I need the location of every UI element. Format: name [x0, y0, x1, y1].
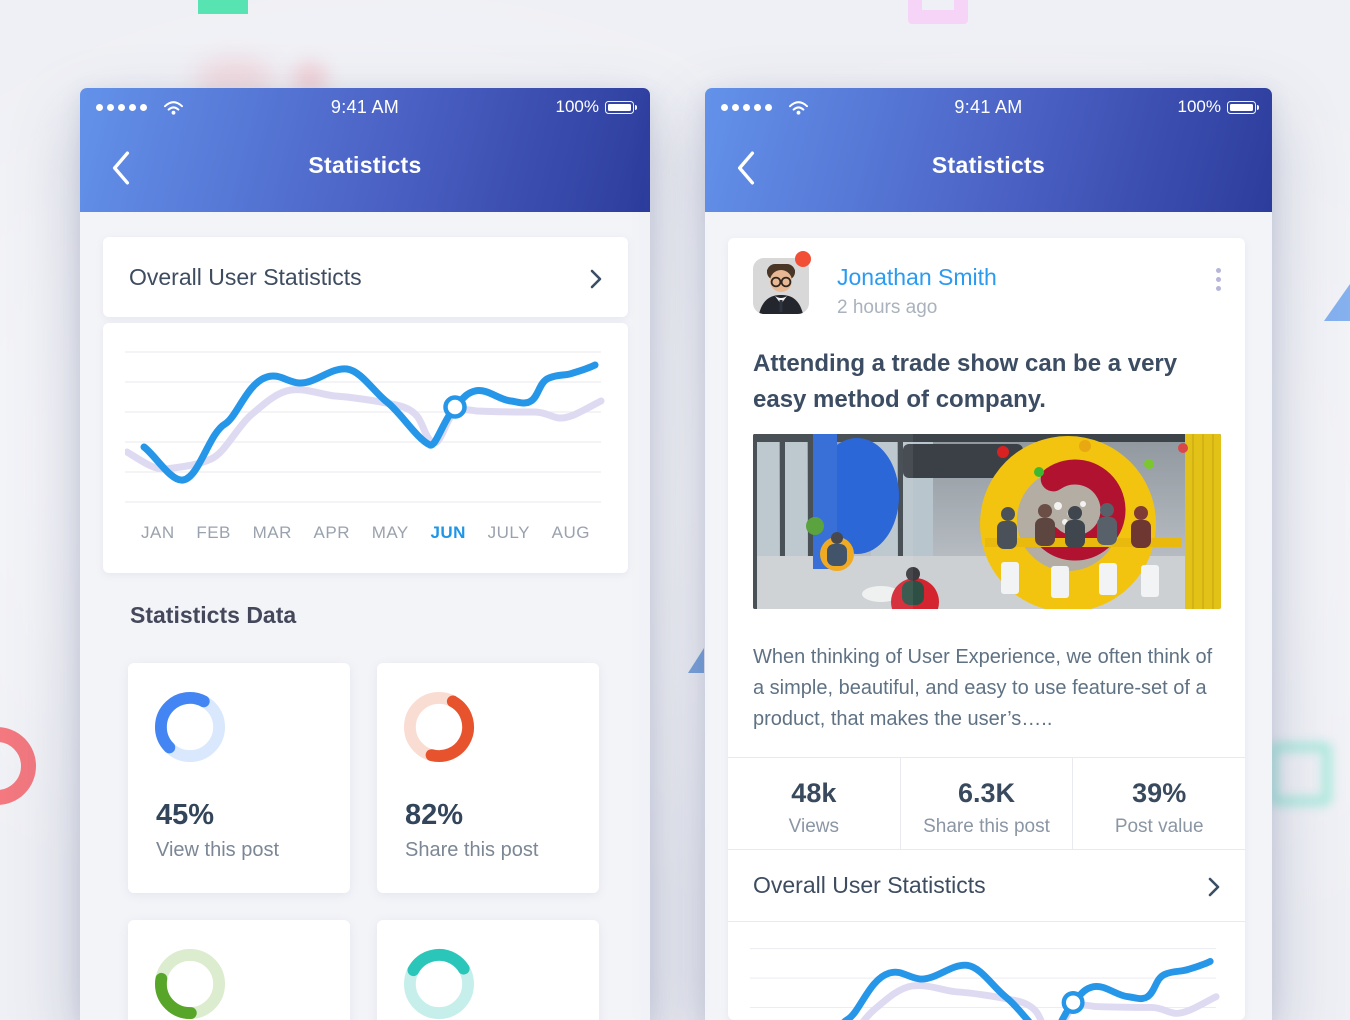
app-header: 9:41 AM 100% Statisticts [705, 88, 1272, 212]
avatar[interactable] [753, 258, 809, 314]
post-photo[interactable] [753, 434, 1221, 609]
status-time: 9:41 AM [954, 97, 1023, 117]
stat-views: 48k Views [788, 778, 839, 837]
battery-percent: 100% [1177, 97, 1221, 116]
online-status-dot [795, 251, 811, 267]
donut-chart-green [155, 949, 225, 1019]
month-aug[interactable]: AUG [551, 523, 590, 542]
stat-percent: 45% [156, 799, 215, 831]
battery-icon [1227, 100, 1259, 114]
stat-shares: 6.3K Share this post [899, 758, 1073, 849]
post-menu-button[interactable] [1208, 268, 1228, 302]
back-button[interactable] [106, 150, 136, 186]
month-mar[interactable]: MAR [252, 523, 292, 542]
cellular-signal-icon [721, 103, 772, 111]
stat-caption: Share this post [405, 839, 539, 861]
month-may[interactable]: MAY [371, 523, 409, 542]
page-title: Statisticts [308, 152, 422, 178]
month-axis: JAN FEB MAR APR MAY JUN JULY AUG [141, 523, 590, 543]
chevron-right-icon [1208, 877, 1220, 897]
month-july[interactable]: JULY [487, 523, 530, 542]
left-phone-screen: 9:41 AM 100% Statisticts Overall User St… [80, 88, 650, 1020]
stat-card-green[interactable] [128, 920, 350, 1020]
stat-card-view-this-post[interactable]: 45% View this post [128, 663, 350, 893]
donut-chart-blue [155, 692, 225, 762]
post-title: Attending a trade show can be a very eas… [753, 350, 1178, 413]
post-card: Jonathan Smith 2 hours ago Attending a t… [728, 238, 1245, 1020]
month-apr[interactable]: APR [313, 523, 350, 542]
wifi-icon [789, 100, 808, 115]
wifi-icon [164, 100, 183, 115]
series-current-line [140, 361, 599, 484]
chart-highlight-marker [443, 395, 467, 419]
decor-teal-square-outline [1268, 742, 1332, 806]
status-time: 9:41 AM [330, 97, 400, 117]
overall-statistics-label: Overall User Statisticts [129, 263, 362, 290]
decor-pink-square-outline [908, 0, 968, 24]
battery-icon [605, 100, 637, 114]
back-button[interactable] [731, 150, 761, 186]
battery-percent: 100% [555, 97, 599, 116]
line-chart-partial [750, 948, 1220, 1020]
line-chart-card: JAN FEB MAR APR MAY JUN JULY AUG [103, 323, 628, 573]
status-bar: 9:41 AM 100% [705, 88, 1272, 124]
donut-chart-orange [404, 692, 474, 762]
stat-percent: 82% [405, 799, 464, 831]
stat-card-share-this-post[interactable]: 82% Share this post [377, 663, 599, 893]
decor-blue-triangle [1324, 284, 1350, 321]
month-jun-active[interactable]: JUN [430, 523, 466, 542]
decor-red-ring [0, 727, 36, 805]
cellular-signal-icon [96, 103, 147, 111]
month-feb[interactable]: FEB [196, 523, 231, 542]
donut-chart-teal [404, 948, 474, 1019]
post-timestamp: 2 hours ago [837, 297, 938, 318]
stat-caption: View this post [156, 839, 280, 861]
stat-card-teal[interactable] [377, 920, 599, 1020]
app-header: 9:41 AM 100% Statisticts [80, 88, 650, 212]
post-body-text: When thinking of User Experience, we oft… [753, 646, 1213, 730]
section-title: Statisticts Data [130, 602, 297, 628]
overall-statistics-label: Overall User Statisticts [753, 872, 986, 898]
stat-post-value: 39% Post value [1072, 758, 1245, 849]
line-chart [125, 351, 605, 503]
page-title: Statisticts [931, 152, 1046, 178]
decor-mint-rectangle [198, 0, 248, 14]
overall-statistics-row[interactable]: Overall User Statisticts [728, 850, 1245, 922]
series-previous-line [125, 386, 605, 473]
right-phone-screen: 9:41 AM 100% Statisticts [705, 88, 1272, 1020]
decor-small-blue-triangle [688, 648, 704, 673]
status-bar: 9:41 AM 100% [80, 88, 650, 124]
overall-statistics-row[interactable]: Overall User Statisticts [103, 237, 628, 317]
month-jan[interactable]: JAN [141, 523, 175, 542]
post-author-name[interactable]: Jonathan Smith [837, 264, 997, 290]
post-stats-row: 48k Views 6.3K Share this post 39% Post … [728, 757, 1245, 850]
chevron-right-icon [590, 269, 602, 288]
